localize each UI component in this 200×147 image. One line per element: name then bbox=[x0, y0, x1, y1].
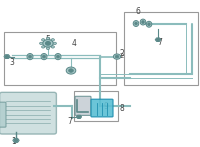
Circle shape bbox=[78, 116, 80, 118]
Circle shape bbox=[157, 39, 159, 41]
Circle shape bbox=[40, 42, 43, 45]
Text: 7: 7 bbox=[67, 117, 72, 126]
FancyBboxPatch shape bbox=[75, 96, 91, 115]
Text: 5: 5 bbox=[46, 35, 50, 44]
Ellipse shape bbox=[142, 21, 144, 24]
Ellipse shape bbox=[146, 21, 152, 27]
Circle shape bbox=[113, 54, 121, 59]
Text: 4: 4 bbox=[72, 39, 76, 48]
Text: 2: 2 bbox=[120, 53, 124, 59]
Text: 1: 1 bbox=[12, 137, 16, 146]
Circle shape bbox=[42, 39, 45, 41]
Ellipse shape bbox=[56, 55, 60, 58]
Text: 3: 3 bbox=[10, 58, 14, 67]
Polygon shape bbox=[4, 55, 10, 59]
Circle shape bbox=[53, 42, 56, 45]
Circle shape bbox=[46, 42, 50, 45]
Polygon shape bbox=[155, 38, 161, 41]
FancyBboxPatch shape bbox=[0, 92, 56, 134]
Circle shape bbox=[115, 55, 119, 58]
Ellipse shape bbox=[133, 21, 139, 26]
Ellipse shape bbox=[135, 22, 137, 25]
Circle shape bbox=[6, 56, 8, 58]
Circle shape bbox=[14, 139, 18, 142]
Ellipse shape bbox=[140, 19, 146, 25]
FancyBboxPatch shape bbox=[0, 102, 6, 127]
Ellipse shape bbox=[148, 23, 150, 26]
Text: 6: 6 bbox=[136, 6, 140, 16]
Ellipse shape bbox=[42, 55, 46, 58]
Polygon shape bbox=[13, 138, 19, 142]
Ellipse shape bbox=[41, 54, 47, 60]
Text: 7: 7 bbox=[158, 38, 162, 47]
Circle shape bbox=[46, 47, 50, 50]
Text: 2: 2 bbox=[120, 49, 124, 58]
Circle shape bbox=[43, 40, 53, 47]
Circle shape bbox=[42, 46, 45, 48]
Text: 8: 8 bbox=[119, 104, 124, 113]
FancyBboxPatch shape bbox=[91, 99, 113, 117]
Circle shape bbox=[51, 39, 54, 41]
Circle shape bbox=[46, 37, 50, 40]
Circle shape bbox=[66, 67, 76, 74]
Circle shape bbox=[51, 46, 54, 48]
Polygon shape bbox=[76, 115, 82, 118]
Ellipse shape bbox=[29, 55, 32, 58]
Ellipse shape bbox=[27, 54, 33, 60]
Circle shape bbox=[69, 69, 73, 72]
Ellipse shape bbox=[55, 54, 61, 60]
Text: 9: 9 bbox=[103, 102, 108, 111]
